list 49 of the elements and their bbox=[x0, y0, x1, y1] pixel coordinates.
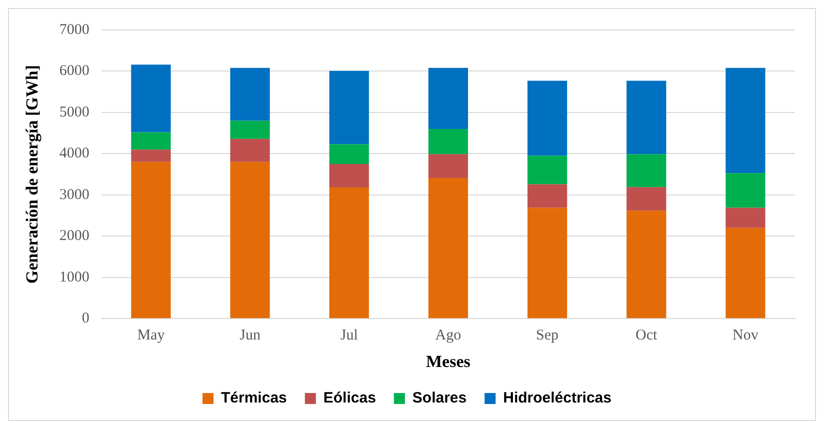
y-tick-label: 5000 bbox=[59, 104, 90, 120]
bar bbox=[428, 68, 468, 129]
x-tick-label: Ago bbox=[435, 328, 462, 344]
bar bbox=[131, 132, 171, 150]
y-tick-label: 4000 bbox=[59, 146, 90, 162]
y-axis-title: Generación de energía [GWh] bbox=[22, 64, 42, 284]
x-tick-label: Nov bbox=[732, 328, 759, 344]
bar bbox=[527, 184, 568, 208]
bar bbox=[527, 208, 568, 318]
bar bbox=[131, 64, 171, 132]
x-tick-label: Sep bbox=[536, 328, 559, 344]
bar bbox=[428, 178, 468, 318]
x-tick-label: Oct bbox=[636, 328, 658, 344]
bar bbox=[626, 187, 666, 211]
bar bbox=[527, 156, 568, 184]
bar bbox=[626, 154, 666, 188]
bar bbox=[626, 210, 666, 318]
bar bbox=[230, 138, 270, 162]
bar bbox=[329, 144, 369, 164]
x-tick-label: Jun bbox=[240, 328, 261, 344]
y-tick-label: 1000 bbox=[59, 269, 90, 286]
y-tick-label: 3000 bbox=[59, 186, 90, 203]
legend-label: Térmicas bbox=[221, 390, 287, 407]
bar bbox=[131, 162, 171, 318]
bar bbox=[726, 68, 766, 174]
y-tick-label: 6000 bbox=[59, 63, 90, 80]
bar bbox=[726, 208, 766, 228]
legend-label: Eólicas bbox=[323, 390, 376, 407]
bar bbox=[428, 154, 468, 178]
x-axis-title: Meses bbox=[426, 352, 471, 372]
bar bbox=[527, 80, 568, 156]
bar bbox=[230, 68, 270, 121]
bar bbox=[726, 173, 766, 208]
y-tick-label: 7000 bbox=[59, 22, 90, 38]
legend-label: Solares bbox=[412, 390, 467, 407]
bar bbox=[726, 228, 766, 318]
bar bbox=[329, 70, 369, 144]
bar bbox=[428, 128, 468, 154]
y-tick-label: 2000 bbox=[59, 228, 90, 244]
bar bbox=[230, 120, 270, 139]
bar bbox=[230, 162, 270, 318]
bar bbox=[329, 187, 369, 318]
bar bbox=[329, 164, 369, 188]
legend-label: Hidroeléctricas bbox=[503, 390, 612, 407]
bar bbox=[131, 150, 171, 162]
bar bbox=[626, 80, 666, 154]
x-tick-label: Jul bbox=[340, 328, 358, 344]
y-tick-label: 0 bbox=[82, 310, 90, 327]
x-tick-label: May bbox=[137, 328, 166, 344]
